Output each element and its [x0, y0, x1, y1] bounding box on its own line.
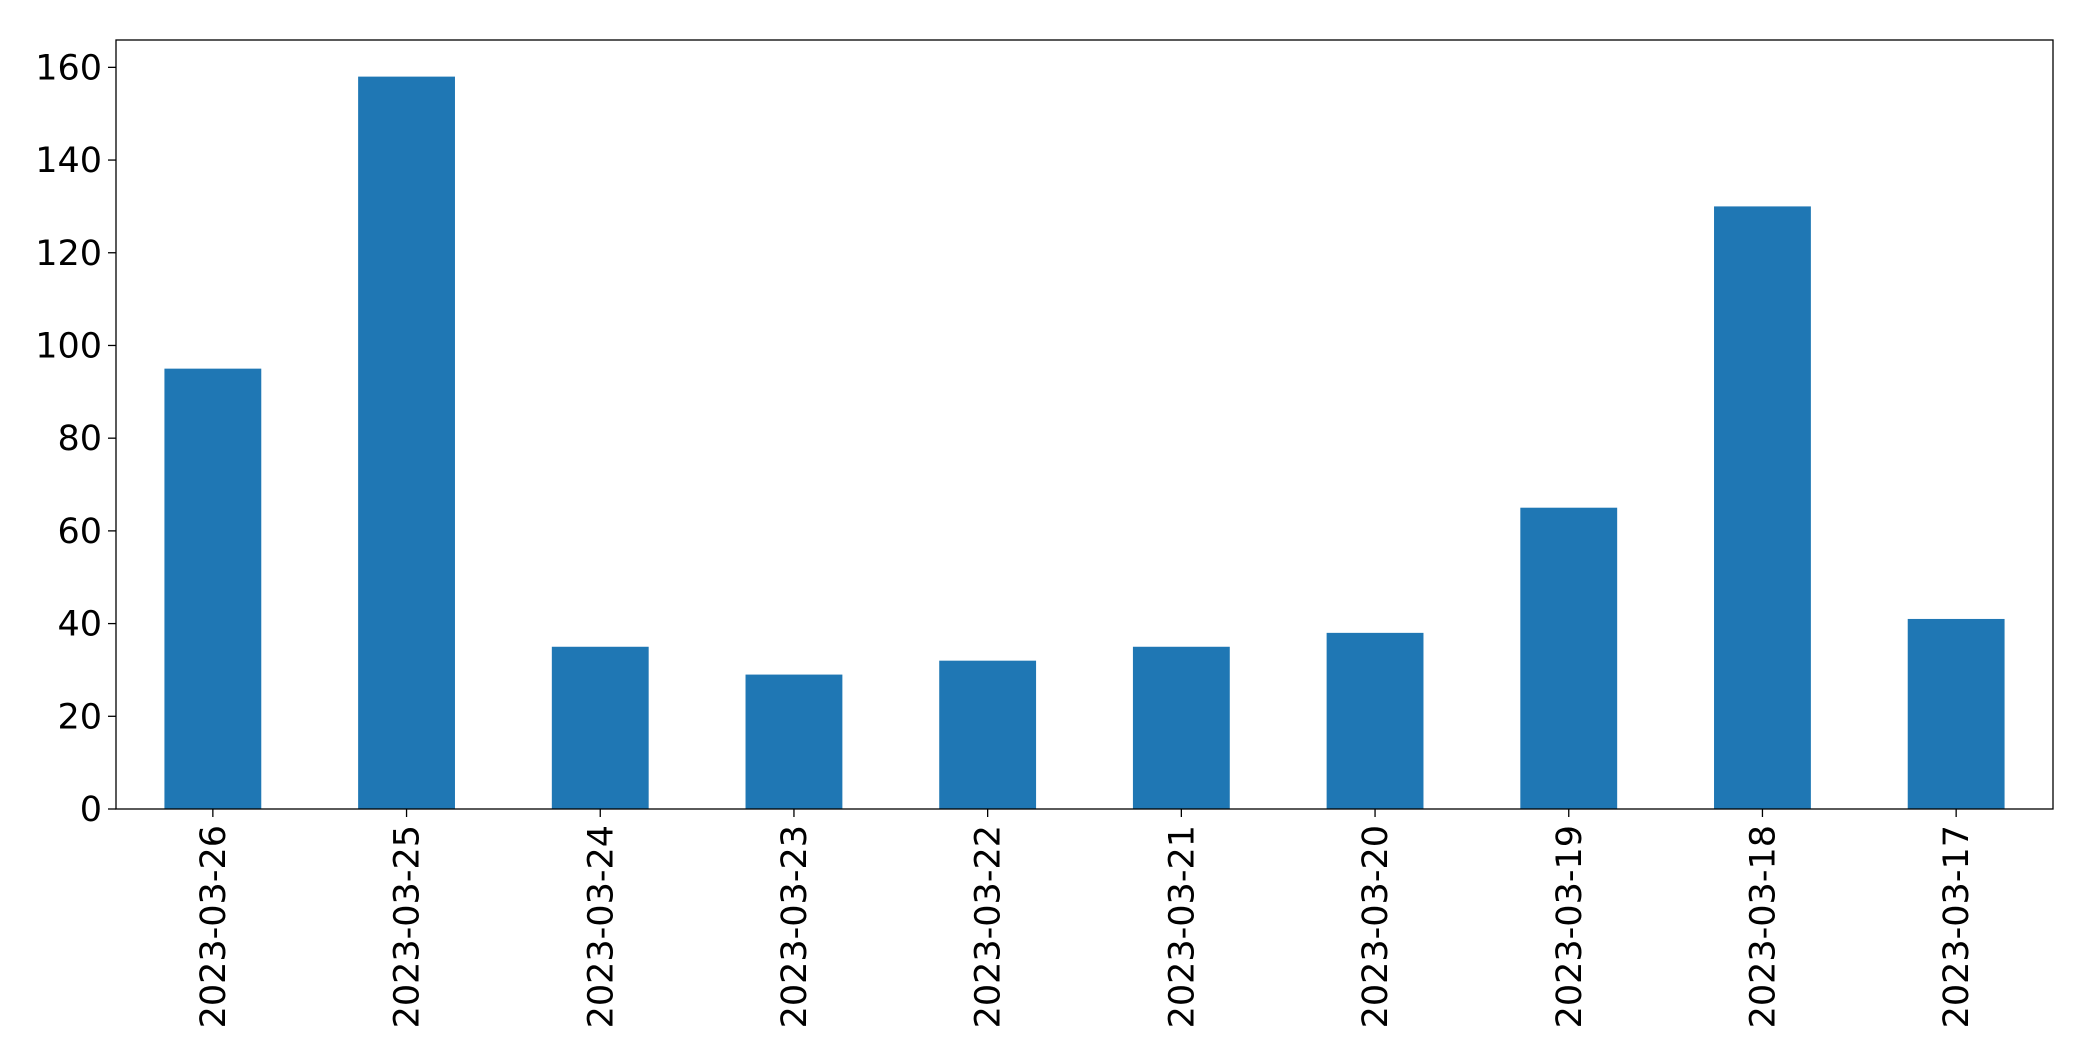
bar	[164, 368, 262, 809]
x-tick-label: 2023-03-20	[1356, 825, 1396, 1028]
y-tick-label: 20	[57, 697, 102, 737]
bar	[745, 674, 843, 809]
x-tick-label: 2023-03-23	[775, 825, 815, 1028]
x-tick-label: 2023-03-26	[194, 825, 234, 1028]
x-tick-label: 2023-03-25	[388, 825, 428, 1028]
x-tick-label: 2023-03-19	[1550, 825, 1590, 1028]
x-tick-label: 2023-03-17	[1937, 825, 1977, 1028]
bar	[1326, 632, 1424, 809]
bar	[551, 646, 649, 809]
x-tick-label: 2023-03-18	[1743, 825, 1783, 1028]
y-tick-label: 140	[35, 141, 102, 181]
bar	[1907, 618, 2005, 809]
bar	[1132, 646, 1230, 809]
bar	[1714, 206, 1811, 809]
x-tick-label: 2023-03-24	[581, 825, 621, 1028]
y-tick-label: 100	[35, 326, 102, 366]
x-tick-label: 2023-03-22	[969, 825, 1009, 1028]
y-tick-label: 80	[57, 419, 102, 459]
y-tick-label: 0	[80, 790, 102, 830]
y-tick-label: 160	[35, 48, 102, 88]
plot-frame	[115, 39, 2054, 810]
x-tick-label: 2023-03-21	[1162, 825, 1202, 1028]
bar	[939, 660, 1037, 809]
bar	[1520, 507, 1618, 809]
bar	[358, 76, 455, 810]
y-tick-label: 120	[35, 234, 102, 274]
y-tick-label: 40	[57, 605, 102, 645]
y-tick-label: 60	[57, 512, 102, 552]
